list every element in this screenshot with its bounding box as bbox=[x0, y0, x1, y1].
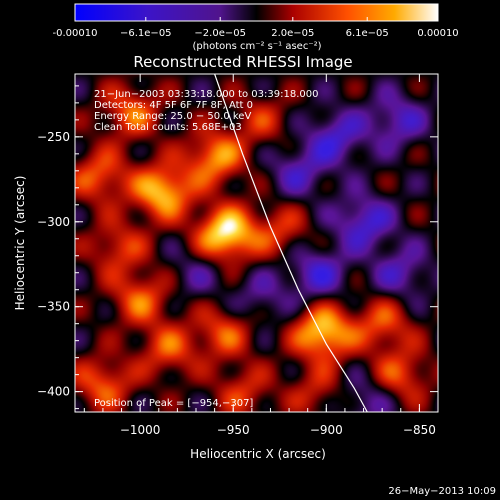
footer-timestamp: 26−May−2013 10:09 bbox=[388, 486, 496, 497]
info-line-energy: Energy Range: 25.0 − 50.0 keV bbox=[94, 111, 251, 122]
axis-ticks: −1000 −950 −900 −850 −250 −300 −350 −400 bbox=[37, 74, 439, 437]
x-tick-label: −1000 bbox=[120, 423, 161, 437]
colorbar-tick-label: 6.1e−05 bbox=[346, 28, 389, 39]
y-tick-label: −350 bbox=[37, 300, 70, 314]
x-tick-label: −850 bbox=[403, 423, 436, 437]
colorbar-ticks: -0.00010 −6.1e−05 −2.0e−05 2.0e−05 6.1e−05 0.… bbox=[53, 17, 459, 39]
plot-frame bbox=[74, 73, 439, 413]
x-tick-label: −950 bbox=[217, 423, 250, 437]
info-line-counts: Clean Total counts: 5.68E+03 bbox=[94, 122, 242, 133]
y-tick-label: −250 bbox=[37, 130, 70, 144]
colorbar-tick-label: −6.1e−05 bbox=[120, 28, 172, 39]
y-tick-label: −400 bbox=[37, 385, 70, 399]
chart-title: Reconstructed RHESSI Image bbox=[133, 53, 352, 71]
peak-position-label: Position of Peak = [−954,−307] bbox=[94, 398, 253, 409]
colorbar-tick-label: -0.00010 bbox=[53, 28, 98, 39]
solar-limb-curve bbox=[214, 73, 368, 413]
info-text: 21−Jun−2003 03:33:18.000 to 03:39:18.000… bbox=[94, 89, 319, 133]
x-axis-label: Heliocentric X (arcsec) bbox=[190, 447, 326, 461]
info-line-detectors: Detectors: 4F 5F 6F 7F 8F, Att 0 bbox=[94, 100, 253, 111]
plot-area: −1000 −950 −900 −850 −250 −300 −350 −400 21−Jun… bbox=[37, 73, 439, 437]
colorbar-tick-label: 2.0e−05 bbox=[271, 28, 314, 39]
colorbar-tick-label: −2.0e−05 bbox=[194, 28, 246, 39]
heatmap-canvas bbox=[75, 74, 438, 412]
colorbar-tick-label: 0.00010 bbox=[417, 28, 458, 39]
x-tick-label: −900 bbox=[310, 423, 343, 437]
y-axis-label: Heliocentric Y (arcsec) bbox=[13, 176, 27, 311]
colorbar-gradient bbox=[74, 3, 439, 22]
colorbar-units: (photons cm⁻² s⁻¹ asec⁻²) bbox=[192, 41, 321, 52]
info-line-time: 21−Jun−2003 03:33:18.000 to 03:39:18.000 bbox=[94, 89, 319, 100]
colorbar: -0.00010 −6.1e−05 −2.0e−05 2.0e−05 6.1e−05 0.… bbox=[53, 3, 459, 52]
y-tick-label: −300 bbox=[37, 215, 70, 229]
